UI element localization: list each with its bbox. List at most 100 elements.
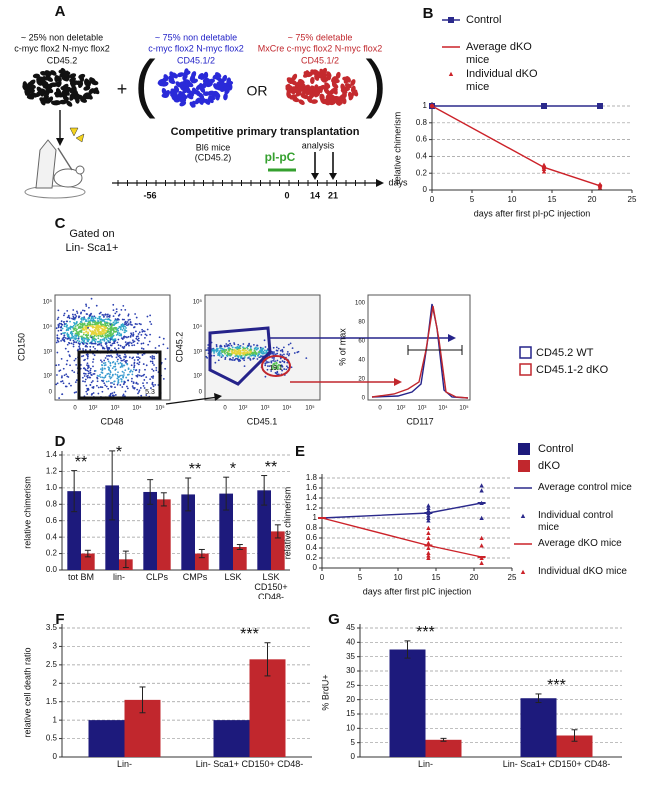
x-tick-label: 15	[432, 573, 441, 582]
event-dot	[248, 342, 251, 345]
event-dot	[127, 379, 130, 382]
event-dot	[164, 367, 167, 370]
event-dot	[99, 339, 102, 341]
event-dot	[150, 323, 153, 326]
event-dot	[215, 343, 218, 346]
event-dot	[90, 297, 93, 300]
event-dot	[56, 374, 58, 376]
x-tick-label: LSK	[224, 573, 242, 582]
event-dot	[117, 379, 120, 381]
event-dot	[283, 361, 286, 364]
event-dot	[233, 343, 236, 346]
event-dot	[63, 334, 66, 337]
event-dot	[74, 381, 77, 383]
data-point	[426, 503, 431, 508]
event-dot	[131, 385, 134, 388]
event-dot	[122, 394, 124, 397]
event-dot	[140, 333, 143, 336]
event-dot	[107, 380, 110, 383]
panel-label: E	[295, 443, 305, 460]
event-dot	[151, 381, 154, 384]
x-tick-label: CLPs	[145, 573, 168, 582]
panel-label: C	[55, 215, 66, 232]
event-dot	[154, 383, 157, 386]
event-dot	[134, 369, 137, 372]
event-dot	[123, 358, 125, 361]
cell	[208, 95, 214, 103]
x-tick-label: 20	[470, 573, 479, 582]
event-dot	[112, 303, 115, 306]
event-dot	[72, 345, 75, 348]
event-dot	[137, 392, 139, 395]
event-dot	[114, 373, 117, 376]
event-dot	[77, 337, 80, 340]
event-dot	[92, 346, 95, 348]
event-dot	[86, 355, 89, 358]
data-point	[426, 508, 431, 513]
event-dot	[88, 328, 91, 331]
event-dot	[138, 374, 141, 377]
gate-text: Lin- Sca1+	[66, 242, 119, 254]
event-dot	[60, 376, 63, 379]
event-dot	[263, 339, 266, 342]
significance: **	[189, 461, 201, 478]
event-dot	[290, 366, 293, 369]
event-dot	[66, 359, 69, 362]
event-dot	[222, 348, 225, 351]
event-dot	[74, 327, 77, 330]
data-point	[479, 560, 484, 565]
cell	[226, 77, 232, 85]
significance: **	[265, 459, 277, 476]
schematic-title: Competitive primary transplantation	[171, 126, 360, 138]
y-tick-label: 20	[346, 695, 355, 704]
error-bar	[122, 550, 129, 569]
event-dot	[101, 390, 104, 393]
event-dot	[116, 353, 119, 356]
cell	[40, 70, 48, 76]
event-dot	[227, 347, 230, 349]
event-dot	[214, 361, 217, 364]
treatment-label: pI-pC	[265, 150, 296, 164]
event-dot	[101, 361, 103, 363]
data-point	[541, 103, 547, 109]
x-tick-label: 15	[548, 195, 557, 204]
event-dot	[115, 348, 118, 351]
donor-text: c-myc flox2 N-myc flox2	[14, 43, 110, 53]
event-dot	[91, 323, 94, 326]
event-dot	[128, 344, 130, 347]
event-dot	[225, 343, 228, 345]
y-tick-label: 15	[346, 709, 355, 718]
y-tick-label: 35	[346, 652, 355, 661]
y-tick-label: 0	[351, 752, 356, 761]
cell	[28, 84, 36, 89]
event-dot	[127, 313, 130, 316]
event-dot	[61, 393, 63, 396]
event-dot	[96, 322, 99, 325]
event-dot	[220, 356, 223, 359]
event-dot	[85, 390, 88, 393]
flow-tick-label: 10⁵	[193, 299, 203, 306]
cell	[289, 88, 296, 95]
event-dot	[136, 323, 138, 326]
event-dot	[94, 317, 97, 320]
event-dot	[90, 373, 93, 376]
event-dot	[85, 353, 88, 356]
event-dot	[128, 356, 131, 359]
flow-tick-label: 10⁵	[305, 405, 315, 412]
flow-tick-label: 40	[358, 358, 365, 364]
event-dot	[147, 343, 150, 346]
event-dot	[62, 382, 65, 385]
cell	[332, 82, 339, 89]
flow-tick-label: 10³	[418, 406, 427, 412]
event-dot	[82, 354, 85, 357]
event-dot	[122, 327, 125, 330]
event-dot	[126, 387, 129, 390]
y-tick-label: 40	[346, 637, 355, 646]
y-tick-label: 1.4	[46, 450, 58, 459]
event-dot	[105, 345, 108, 347]
event-dot	[104, 342, 107, 344]
x-tick-label: 25	[628, 195, 637, 204]
event-dot	[82, 348, 84, 350]
arrow	[165, 396, 219, 405]
x-tick-label: LSK CD150+ CD48-	[254, 573, 288, 599]
